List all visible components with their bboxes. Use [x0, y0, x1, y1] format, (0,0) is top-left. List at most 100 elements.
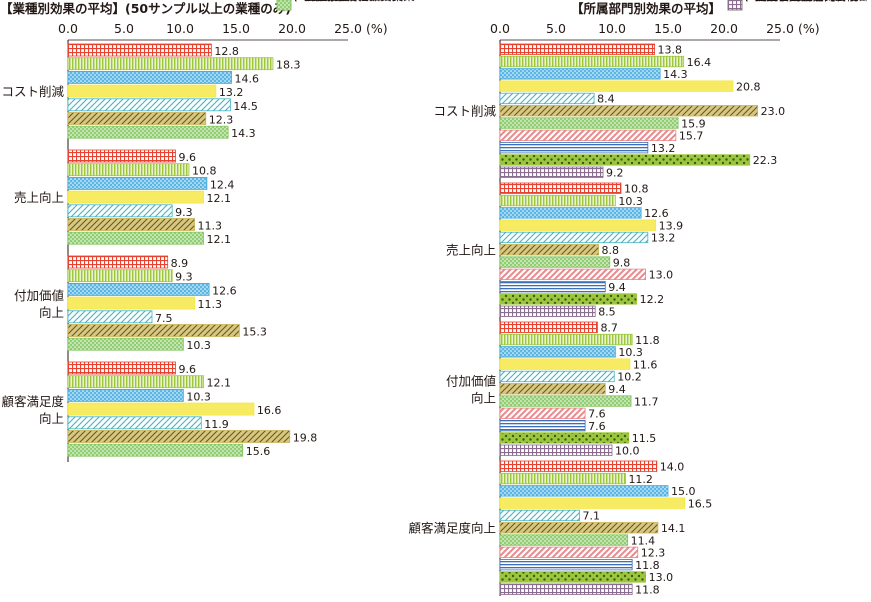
bar: [499, 333, 633, 346]
department-chart: 0.0 5.0 10.0 15.0 20.0 25.0 (%) 13.8 16.414.3 20.…: [408, 0, 871, 597]
bar: [67, 375, 204, 389]
legend-series-n: (N=330): [293, 0, 342, 3]
x-unit-label: (%): [798, 21, 820, 36]
bar-value-label: 10.3: [618, 346, 643, 359]
x-tick-label: 25.0: [334, 21, 362, 36]
bar: [499, 231, 649, 244]
bar-value-label: 15.6: [246, 445, 271, 458]
bar-value-label: 13.9: [659, 219, 684, 232]
legend-series-name: 3.販売・営業部門: [744, 0, 835, 3]
bar: [67, 71, 232, 84]
bar-value-label: 11.3: [198, 220, 223, 233]
legend-series-name: 6.生産管理・品質管理部門: [744, 0, 871, 3]
bar-value-label: 10.3: [618, 195, 643, 208]
x-unit-label: (%): [366, 21, 388, 36]
bar-value-label: 16.6: [257, 404, 282, 417]
bar: [67, 255, 169, 269]
bar-value-label: 12.1: [207, 377, 232, 390]
bar: [499, 92, 595, 105]
category-label: 付加価値向上: [446, 374, 496, 406]
legend-series-name: 15.医療・福祉: [293, 0, 369, 3]
legend-series-name: 9.経理・財務部門: [744, 0, 835, 3]
bar-value-label: 9.3: [175, 271, 193, 284]
category-label: 付加価値向上: [14, 288, 64, 320]
bar-value-label: 12.3: [209, 114, 234, 127]
chart-title-industry: 【業種別効果の平均】(50サンプル以上の業種のみ): [0, 1, 291, 16]
bar: [499, 80, 734, 92]
bar-value-label: 8.8: [602, 244, 620, 257]
bar-value-label: 12.3: [641, 547, 666, 560]
bar: [499, 358, 631, 370]
legend-series-name: 8.総務・人事部門: [744, 0, 835, 3]
category-label: コスト削減: [1, 84, 64, 99]
bar-value-label: 8.5: [598, 306, 616, 319]
industry-chart: 0.0 5.0 10.0 15.0 20.0 25.0 (%) 12.8 18.3 14.613.…: [1, 0, 415, 462]
bar-value-label: 8.7: [600, 322, 618, 335]
bar: [499, 141, 649, 154]
bar: [499, 383, 606, 395]
bar: [67, 112, 207, 125]
legend-series-name: 4.製造・生産部門: [744, 0, 835, 3]
chart-title-department: 【所属部門別効果の平均】: [571, 1, 721, 16]
bar: [499, 407, 586, 420]
bar-value-label: 9.2: [606, 167, 624, 180]
bar-value-label: 14.1: [661, 522, 686, 535]
bar-value-label: 10.3: [186, 390, 211, 403]
bar: [67, 190, 204, 204]
bar-value-label: 19.8: [293, 432, 318, 445]
legend-series-name: 10.不動産・物品賃貸業: [293, 0, 415, 3]
legend-series-name: 1.経営者: [744, 0, 789, 3]
bar-value-label: 11.8: [635, 559, 660, 572]
bar: [67, 84, 217, 98]
bar-value-label: 23.0: [761, 105, 786, 118]
legend-series-n: (N=38): [293, 0, 335, 3]
legend-series-n: (N=110): [744, 0, 793, 3]
bar-value-label: 7.5: [155, 312, 173, 325]
bar-value-label: 12.8: [214, 45, 239, 58]
bar-value-label: 14.6: [235, 72, 260, 85]
bar: [499, 370, 615, 383]
bar-value-label: 13.2: [651, 142, 676, 155]
bar: [499, 182, 622, 194]
bar: [67, 163, 190, 177]
bar: [67, 388, 184, 402]
bar: [499, 472, 626, 485]
bar: [67, 430, 291, 443]
bar-value-label: 13.2: [219, 86, 244, 99]
bar-value-label: 12.1: [207, 192, 232, 205]
legend-series-n: (N=18): [744, 0, 786, 3]
bar: [499, 571, 647, 583]
bar-value-label: 9.6: [179, 151, 197, 164]
bar-value-label: 9.3: [175, 206, 193, 219]
bar-value-label: 11.7: [634, 395, 659, 408]
bar: [499, 485, 669, 497]
bar-value-label: 15.7: [679, 130, 704, 143]
bar: [499, 395, 632, 407]
legend-series-n: (N=54): [293, 0, 335, 3]
bar-value-label: 11.8: [635, 584, 660, 597]
x-tick-label: 15.0: [654, 21, 682, 36]
legend-series-n: (N=90): [293, 0, 335, 3]
bar: [67, 218, 195, 231]
bar-value-label: 12.2: [640, 293, 665, 306]
bar-value-label: 8.9: [171, 257, 189, 270]
legend-series-name: 7.技術・研究開発部門: [744, 0, 858, 3]
bar: [67, 337, 184, 351]
legend-series-n: (N=103): [744, 0, 793, 3]
x-tick-label: 10.0: [166, 21, 194, 36]
bar: [67, 176, 208, 190]
bar-value-label: 14.3: [663, 68, 688, 81]
bar: [67, 269, 173, 283]
legend-series-n: (N=77): [293, 0, 335, 3]
bar: [499, 444, 613, 456]
bar: [499, 256, 611, 268]
bar-value-label: 15.3: [242, 326, 266, 339]
legend-series-name: 2.企画・広報部門: [744, 0, 835, 3]
bar: [67, 149, 176, 163]
bar-value-label: 11.2: [628, 473, 653, 486]
bar: [499, 583, 633, 595]
x-tick-label: 5.0: [114, 21, 134, 36]
legend-series-n: (N=61): [744, 0, 786, 3]
bar: [67, 324, 240, 337]
bar-value-label: 13.0: [649, 269, 674, 282]
